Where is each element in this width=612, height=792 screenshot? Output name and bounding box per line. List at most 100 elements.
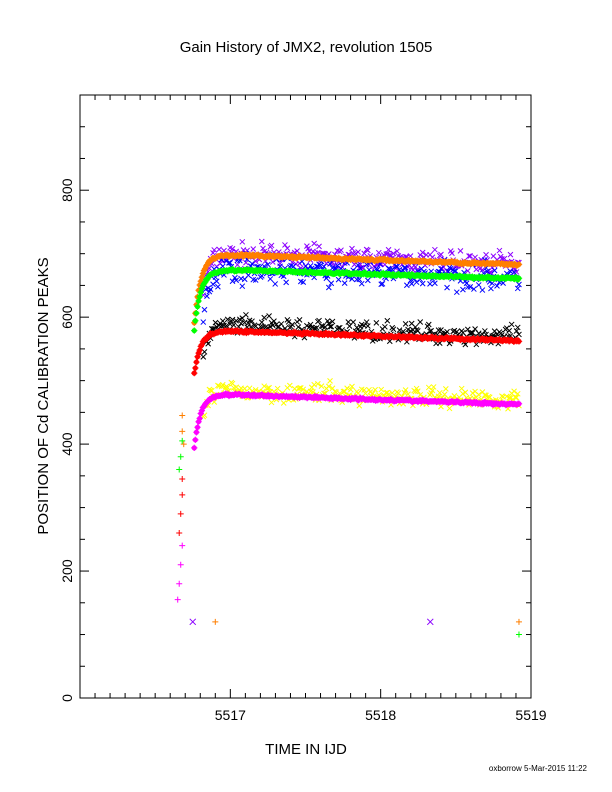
data-point <box>335 276 342 283</box>
data-point <box>334 262 341 269</box>
data-point <box>282 242 288 248</box>
data-point <box>233 317 240 324</box>
data-point <box>372 386 378 393</box>
data-point <box>300 386 307 393</box>
data-point <box>215 283 221 290</box>
data-point <box>496 247 503 254</box>
data-point <box>224 316 231 323</box>
data-point <box>189 618 197 626</box>
data-point <box>258 238 265 245</box>
data-point <box>385 246 392 253</box>
data-point <box>475 282 482 288</box>
data-point <box>419 280 426 287</box>
data-point <box>272 281 279 287</box>
data-point <box>296 385 303 391</box>
data-point <box>224 384 231 391</box>
data-point <box>457 248 464 254</box>
data-point <box>201 306 208 313</box>
data-point <box>481 392 488 398</box>
data-point <box>479 287 486 293</box>
data-point <box>464 267 471 274</box>
data-point <box>446 405 453 412</box>
fit-point <box>193 310 200 316</box>
data-point <box>379 280 386 287</box>
data-point <box>427 328 433 335</box>
data-point <box>233 384 240 391</box>
data-point <box>300 279 307 285</box>
data-point <box>506 394 513 401</box>
data-point <box>413 279 420 286</box>
data-point <box>239 283 246 290</box>
data-point <box>390 250 397 257</box>
x-tick-labels: 5517 5518 5519 <box>215 707 547 723</box>
data-point <box>467 253 474 259</box>
data-point <box>514 324 521 331</box>
data-point <box>311 240 318 247</box>
footer-credit: oxborrow 5-Mar-2015 11:22 <box>489 764 588 773</box>
data-point <box>384 317 391 324</box>
fit-point <box>516 275 522 281</box>
data-point <box>400 328 407 335</box>
data-point <box>210 250 216 256</box>
data-point <box>438 403 444 410</box>
data-point <box>204 293 210 299</box>
data-point <box>289 321 296 328</box>
data-point <box>252 277 259 283</box>
fit-point <box>192 365 198 371</box>
data-point <box>462 341 469 348</box>
data-points <box>174 238 523 638</box>
data-point <box>200 354 207 360</box>
data-point <box>508 321 515 328</box>
data-point <box>389 266 396 273</box>
data-point <box>329 318 336 325</box>
data-point <box>238 320 244 327</box>
data-point <box>435 393 442 400</box>
fit-point <box>516 401 522 407</box>
data-point <box>285 319 292 325</box>
data-point <box>514 285 521 292</box>
data-point <box>375 249 382 256</box>
data-point <box>174 596 181 603</box>
data-point <box>438 265 444 272</box>
data-point <box>313 324 320 331</box>
fit-point <box>197 415 203 422</box>
data-point <box>271 318 277 324</box>
data-point <box>207 387 214 394</box>
data-point <box>177 510 184 517</box>
data-point <box>354 276 360 283</box>
data-point <box>451 393 458 399</box>
data-point <box>239 238 246 245</box>
data-point <box>469 329 476 336</box>
x-tick-label: 5518 <box>365 707 396 723</box>
data-point <box>266 384 272 391</box>
data-point <box>212 618 219 625</box>
data-point <box>460 286 466 293</box>
data-point <box>328 323 335 330</box>
fit-point <box>191 370 197 376</box>
data-point <box>426 618 434 626</box>
data-point <box>453 289 460 296</box>
data-point <box>417 319 424 325</box>
data-point <box>347 386 354 393</box>
data-point <box>430 384 437 390</box>
data-point <box>243 259 249 266</box>
data-point <box>325 383 332 390</box>
fit-point <box>192 437 198 443</box>
data-point <box>268 399 275 406</box>
data-point <box>452 268 459 274</box>
data-point <box>507 251 514 258</box>
data-point <box>179 491 186 498</box>
data-point <box>436 389 443 396</box>
data-point <box>501 255 508 262</box>
data-point <box>511 388 517 395</box>
fit-point <box>193 429 200 435</box>
data-point <box>412 324 419 330</box>
fit-point <box>197 294 203 300</box>
data-point <box>394 248 400 255</box>
data-point <box>511 269 517 276</box>
data-point <box>432 280 438 287</box>
data-point <box>219 381 226 388</box>
data-point <box>385 391 392 398</box>
data-point <box>274 385 281 392</box>
